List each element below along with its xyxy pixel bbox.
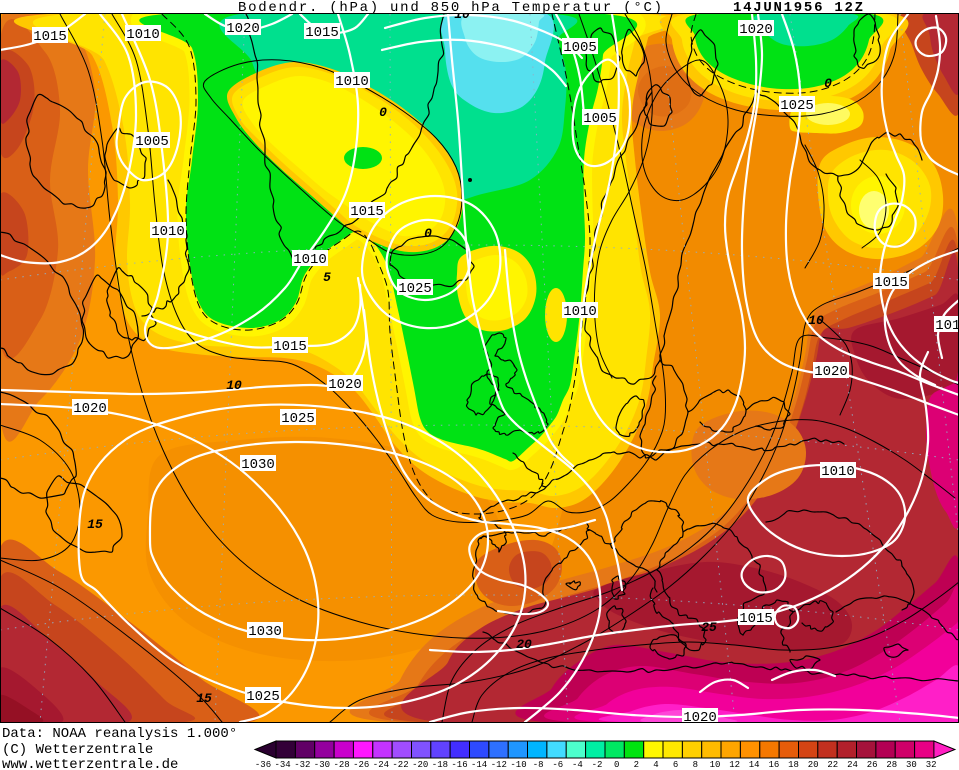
- svg-text:10: 10: [454, 7, 470, 22]
- svg-text:-30: -30: [314, 760, 330, 770]
- svg-text:0: 0: [614, 760, 619, 770]
- svg-text:1020: 1020: [814, 364, 848, 380]
- svg-text:1025: 1025: [281, 411, 315, 427]
- svg-text:-2: -2: [592, 760, 603, 770]
- svg-text:10: 10: [808, 313, 824, 328]
- svg-text:10: 10: [710, 760, 721, 770]
- svg-text:1010: 1010: [151, 224, 185, 240]
- svg-text:-34: -34: [274, 760, 290, 770]
- svg-text:32: 32: [926, 760, 937, 770]
- svg-text:1015: 1015: [33, 29, 67, 45]
- svg-text:0: 0: [424, 226, 432, 241]
- svg-text:-12: -12: [491, 760, 507, 770]
- svg-text:14: 14: [749, 760, 760, 770]
- svg-text:1030: 1030: [248, 624, 282, 640]
- svg-text:-20: -20: [412, 760, 428, 770]
- svg-text:-32: -32: [294, 760, 310, 770]
- svg-text:-22: -22: [392, 760, 408, 770]
- svg-text:1020: 1020: [73, 401, 107, 417]
- svg-text:2: 2: [634, 760, 639, 770]
- svg-text:1020: 1020: [683, 710, 717, 726]
- svg-text:-10: -10: [510, 760, 526, 770]
- svg-text:0: 0: [379, 105, 387, 120]
- svg-text:1015: 1015: [874, 275, 908, 291]
- svg-text:1020: 1020: [739, 22, 773, 38]
- svg-text:1015: 1015: [305, 25, 339, 41]
- svg-text:(C) Wetterzentrale: (C) Wetterzentrale: [2, 742, 153, 758]
- svg-text:24: 24: [847, 760, 858, 770]
- svg-text:0: 0: [824, 76, 832, 91]
- svg-text:1015: 1015: [935, 318, 959, 334]
- svg-text:-36: -36: [255, 760, 271, 770]
- svg-text:1010: 1010: [563, 304, 597, 320]
- svg-text:-26: -26: [353, 760, 369, 770]
- svg-text:26: 26: [867, 760, 878, 770]
- svg-text:20: 20: [516, 637, 532, 652]
- svg-text:www.wetterzentrale.de: www.wetterzentrale.de: [2, 757, 178, 770]
- svg-text:Bodendr. (hPa) und 850 hPa Tem: Bodendr. (hPa) und 850 hPa Temperatur (°…: [238, 0, 662, 16]
- svg-text:8: 8: [693, 760, 698, 770]
- svg-text:1015: 1015: [350, 204, 384, 220]
- svg-text:22: 22: [827, 760, 838, 770]
- svg-text:-8: -8: [533, 760, 544, 770]
- svg-text:1005: 1005: [563, 40, 597, 56]
- svg-text:4: 4: [653, 760, 658, 770]
- svg-text:1025: 1025: [246, 689, 280, 705]
- svg-text:25: 25: [701, 620, 717, 635]
- svg-text:1025: 1025: [398, 281, 432, 297]
- svg-text:5: 5: [323, 270, 331, 285]
- svg-text:1030: 1030: [241, 457, 275, 473]
- svg-text:14JUN1956 12Z: 14JUN1956 12Z: [733, 0, 863, 16]
- svg-text:-28: -28: [333, 760, 349, 770]
- svg-text:30: 30: [906, 760, 917, 770]
- svg-text:15: 15: [87, 517, 103, 532]
- svg-text:-4: -4: [572, 760, 583, 770]
- svg-text:1025: 1025: [780, 98, 814, 114]
- svg-text:12: 12: [729, 760, 740, 770]
- svg-text:-6: -6: [552, 760, 563, 770]
- svg-text:28: 28: [886, 760, 897, 770]
- svg-text:1020: 1020: [328, 377, 362, 393]
- svg-text:1020: 1020: [226, 21, 260, 37]
- svg-text:1010: 1010: [126, 27, 160, 43]
- svg-text:1010: 1010: [821, 464, 855, 480]
- svg-text:Data: NOAA reanalysis 1.000°: Data: NOAA reanalysis 1.000°: [2, 726, 237, 742]
- svg-text:10: 10: [226, 378, 242, 393]
- svg-text:1010: 1010: [335, 74, 369, 90]
- svg-text:1005: 1005: [135, 134, 169, 150]
- svg-text:1010: 1010: [293, 252, 327, 268]
- svg-text:1005: 1005: [583, 111, 617, 127]
- svg-text:1015: 1015: [739, 611, 773, 627]
- svg-text:15: 15: [196, 691, 212, 706]
- svg-text:18: 18: [788, 760, 799, 770]
- svg-text:-18: -18: [432, 760, 448, 770]
- svg-text:-14: -14: [471, 760, 487, 770]
- svg-text:16: 16: [768, 760, 779, 770]
- svg-text:-24: -24: [373, 760, 389, 770]
- svg-text:-16: -16: [451, 760, 467, 770]
- svg-text:6: 6: [673, 760, 678, 770]
- svg-text:20: 20: [808, 760, 819, 770]
- svg-text:1015: 1015: [273, 339, 307, 355]
